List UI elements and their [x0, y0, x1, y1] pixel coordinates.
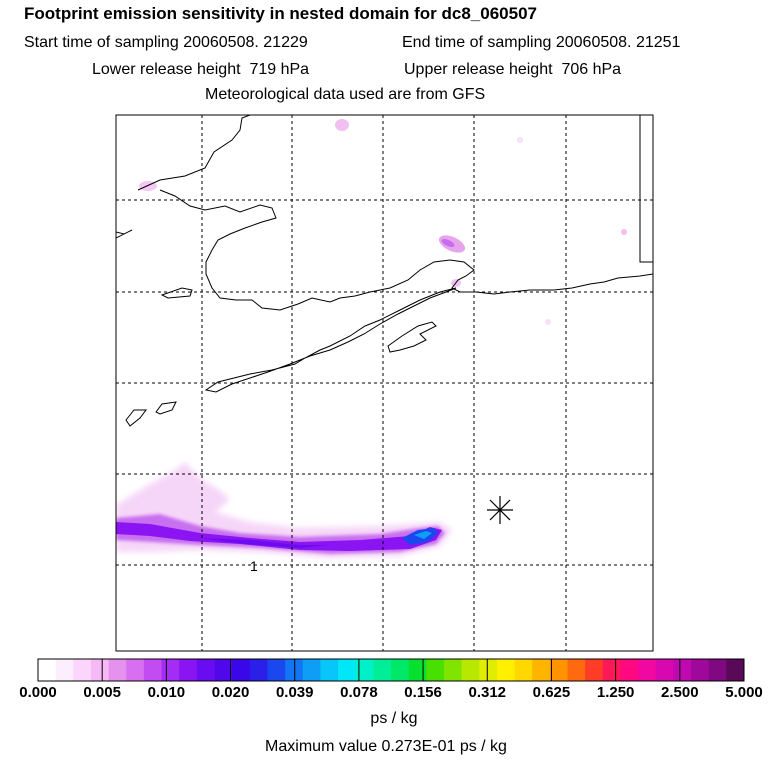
sampling-end: End time of sampling 20060508. 21251	[402, 34, 680, 52]
colorbar-swatch	[320, 659, 339, 681]
colorbar-swatch	[532, 659, 551, 681]
coastline	[116, 229, 133, 239]
colorbar-ticks	[101, 659, 681, 681]
upper-label: Upper release height	[404, 61, 553, 78]
sensitivity-patch	[621, 229, 627, 235]
colorbar-swatch	[620, 659, 639, 681]
colorbar-swatch	[496, 659, 516, 681]
colorbar-swatch	[161, 659, 180, 681]
map-frame	[115, 114, 654, 652]
colorbar-swatch	[338, 659, 357, 681]
colorbar-tick-label: 0.005	[83, 684, 121, 701]
colorbar-tick-label: 2.500	[661, 684, 699, 701]
colorbar-tick-label: 0.625	[532, 684, 571, 701]
start-value: 20060508. 21229	[183, 34, 308, 51]
plume-core	[116, 522, 442, 551]
colorbar-swatch	[708, 659, 727, 681]
upper-value: 706 hPa	[561, 61, 622, 78]
colorbar-swatch	[549, 659, 568, 681]
colorbar-tick-label: 0.000	[19, 684, 57, 701]
graticule	[116, 115, 653, 651]
sampling-start: Start time of sampling 20060508. 21229	[24, 34, 308, 52]
chart-title: Footprint emission sensitivity in nested…	[24, 4, 537, 23]
colorbar-swatch	[355, 659, 374, 681]
colorbar-tick-label: 0.312	[468, 684, 507, 701]
colorbar-swatch	[90, 659, 110, 681]
lower-label: Lower release height	[92, 61, 241, 78]
colorbar-swatch	[479, 659, 498, 681]
plume-peak	[414, 531, 432, 539]
coastlines	[116, 115, 653, 427]
colorbar-swatch	[514, 659, 533, 681]
colorbar-frame	[37, 658, 745, 682]
colorbar-swatch	[673, 659, 692, 681]
colorbar-tick-label: 0.078	[340, 684, 378, 701]
colorbar-swatch	[179, 659, 198, 681]
colorbar-swatch	[426, 659, 445, 681]
contour-label: 1	[250, 558, 258, 574]
colorbar-swatch	[373, 659, 392, 681]
colorbar-swatch	[267, 659, 286, 681]
colorbar-tick-label: 0.156	[404, 684, 442, 701]
colorbar-swatch	[638, 659, 657, 681]
island-outline	[387, 321, 437, 353]
colorbar	[38, 659, 745, 681]
island-outline	[155, 401, 177, 415]
colorbar-swatch	[285, 659, 304, 681]
colorbar-swatch	[567, 659, 586, 681]
colorbar-swatch	[655, 659, 674, 681]
colorbar-swatch	[726, 659, 745, 681]
coastline	[639, 115, 653, 263]
receptor-asterisk-icon	[487, 496, 513, 524]
colorbar-swatch	[408, 659, 427, 681]
island-outline	[125, 409, 147, 427]
met-data-line: Meteorological data used are from GFS	[205, 86, 486, 103]
colorbar-swatch	[143, 659, 163, 681]
sensitivity-patch	[545, 319, 551, 325]
colorbar-swatch	[691, 659, 710, 681]
coastline	[137, 115, 251, 191]
end-label: End time of sampling	[402, 34, 552, 51]
colorbar-swatch	[461, 659, 480, 681]
release-upper: Upper release height 706 hPa	[404, 61, 621, 79]
end-value: 20060508. 21251	[555, 34, 681, 51]
colorbar-swatch	[126, 659, 145, 681]
colorbar-swatch	[73, 659, 92, 681]
colorbar-unit: ps / kg	[370, 710, 418, 727]
colorbar-swatch	[391, 659, 410, 681]
colorbar-tick-label: 0.020	[211, 684, 250, 701]
sensitivity-patch	[441, 238, 455, 248]
colorbar-tick-label: 1.250	[596, 684, 635, 701]
colorbar-swatch	[585, 659, 604, 681]
lower-value: 719 hPa	[249, 61, 310, 78]
colorbar-swatch	[196, 659, 215, 681]
colorbar-swatch	[302, 659, 321, 681]
sensitivity-patch	[517, 137, 523, 143]
colorbar-swatch	[249, 659, 268, 681]
colorbar-tick-label: 5.000	[725, 684, 763, 701]
start-label: Start time of sampling	[24, 34, 179, 51]
coastline	[204, 287, 457, 393]
colorbar-swatch	[38, 659, 57, 681]
colorbar-swatch	[602, 659, 621, 681]
release-lower: Lower release height 719 hPa	[92, 61, 309, 79]
sensitivity-patch	[335, 119, 349, 131]
plume-core	[200, 538, 330, 548]
colorbar-swatch	[214, 659, 233, 681]
maximum-value: Maximum value 0.273E-01 ps / kg	[265, 738, 507, 755]
colorbar-swatch	[55, 659, 74, 681]
colorbar-tick-label: 0.039	[275, 684, 314, 701]
colorbar-swatch	[108, 659, 127, 681]
colorbar-tick-label: 0.010	[147, 684, 186, 701]
colorbar-swatch	[443, 659, 463, 681]
island-outline	[160, 287, 193, 299]
emission-field	[116, 119, 627, 558]
colorbar-swatch	[232, 659, 251, 681]
